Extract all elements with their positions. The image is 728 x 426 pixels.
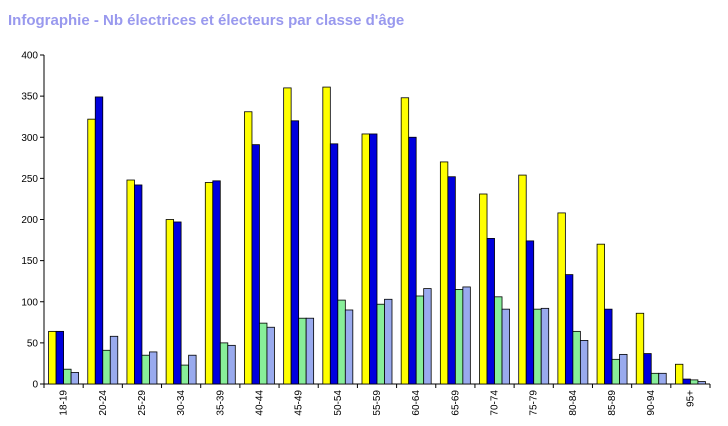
bar-35-39-series-3 (219, 342, 229, 385)
bar-95+-series-3 (690, 379, 699, 385)
x-tick-label: 85-89 (607, 390, 618, 416)
bar-65-69-series-3 (454, 289, 464, 385)
x-tick-label: 35-39 (215, 390, 226, 416)
bar-75-79-series-2 (525, 240, 535, 385)
bar-65-69-series-4 (462, 286, 471, 385)
bar-55-59-series-2 (369, 133, 378, 385)
x-tick-label: 95+ (685, 390, 696, 407)
bar-25-29-series-4 (149, 351, 158, 385)
bar-55-59-series-4 (384, 298, 393, 385)
bar-60-64-series-3 (415, 295, 425, 385)
bar-60-64-series-4 (423, 288, 432, 385)
bar-80-84-series-2 (564, 274, 574, 385)
x-tick-label: 18-19 (59, 390, 70, 416)
bar-70-74-series-2 (486, 238, 495, 385)
bar-80-84-series-1 (557, 212, 566, 385)
x-tick-label: 50-54 (333, 390, 344, 416)
y-tick-label: 350 (21, 92, 38, 103)
x-tick-label: 80-84 (568, 390, 579, 416)
bar-90-94-series-2 (643, 353, 652, 385)
bar-25-29-series-1 (126, 179, 135, 385)
x-tick-label: 65-69 (450, 390, 461, 416)
y-tick-label: 100 (21, 297, 38, 308)
bar-25-29-series-3 (141, 354, 150, 385)
bar-20-24-series-3 (102, 349, 111, 385)
bar-45-49-series-3 (298, 317, 307, 385)
bar-65-69-series-2 (447, 176, 456, 385)
bar-60-64-series-1 (400, 97, 410, 385)
x-tick-label: 70-74 (490, 390, 501, 416)
bar-90-94-series-1 (635, 312, 645, 385)
bar-30-34-series-4 (188, 354, 197, 385)
bar-85-89-series-4 (619, 353, 628, 385)
bar-35-39-series-4 (227, 344, 236, 385)
bar-30-34-series-3 (180, 364, 190, 385)
bar-55-59-series-3 (376, 303, 385, 385)
bar-35-39-series-1 (204, 182, 214, 385)
bar-45-49-series-4 (305, 317, 315, 385)
x-tick-label: 45-49 (294, 390, 305, 416)
bar-70-74-series-1 (479, 193, 488, 385)
bar-50-54-series-1 (322, 86, 331, 385)
bar-20-24-series-2 (94, 96, 104, 385)
bar-65-69-series-1 (439, 161, 449, 385)
bar-95+-series-2 (682, 378, 691, 385)
bar-95+-series-4 (697, 381, 706, 385)
y-tick-label: 50 (27, 338, 39, 349)
bar-70-74-series-3 (494, 296, 503, 385)
bar-75-79-series-3 (533, 308, 542, 385)
bar-75-79-series-1 (518, 174, 527, 385)
y-tick-label: 250 (21, 174, 38, 185)
bar-40-44-series-2 (251, 144, 260, 385)
chart-title: Infographie - Nb électrices et électeurs… (8, 12, 405, 29)
x-tick-label: 25-29 (137, 390, 148, 416)
y-tick-label: 400 (21, 51, 38, 62)
bar-75-79-series-4 (540, 307, 550, 385)
bar-30-34-series-2 (173, 221, 182, 385)
y-tick-label: 200 (21, 215, 38, 226)
bar-70-74-series-4 (501, 308, 510, 385)
y-tick-label: 300 (21, 133, 38, 144)
bar-30-34-series-1 (165, 219, 175, 385)
bar-45-49-series-1 (283, 87, 292, 385)
x-tick-label: 75-79 (529, 390, 540, 416)
bar-85-89-series-1 (596, 243, 605, 385)
bar-80-84-series-4 (579, 340, 589, 385)
bar-45-49-series-2 (290, 120, 300, 385)
bar-85-89-series-3 (611, 358, 620, 385)
bar-55-59-series-1 (361, 133, 370, 385)
bar-95+-series-1 (675, 363, 684, 385)
bar-80-84-series-3 (572, 330, 581, 385)
bar-18-19-series-4 (70, 372, 79, 385)
bar-25-29-series-2 (134, 184, 143, 385)
bar-40-44-series-1 (244, 111, 253, 385)
bar-18-19-series-2 (55, 330, 64, 385)
bar-18-19-series-3 (63, 368, 72, 385)
x-tick-label: 40-44 (254, 390, 265, 416)
bar-50-54-series-4 (344, 309, 354, 385)
y-tick-label: 0 (32, 380, 38, 391)
x-tick-label: 90-94 (646, 390, 657, 416)
bar-50-54-series-3 (337, 299, 346, 385)
y-tick-label: 150 (21, 256, 38, 267)
bar-35-39-series-2 (212, 180, 221, 385)
bar-85-89-series-2 (604, 308, 613, 385)
bar-20-24-series-1 (87, 118, 96, 385)
x-tick-label: 60-64 (411, 390, 422, 416)
bar-40-44-series-3 (259, 322, 268, 385)
bar-90-94-series-4 (658, 372, 667, 385)
bar-50-54-series-2 (329, 143, 339, 385)
x-tick-label: 30-34 (176, 390, 187, 416)
x-tick-label: 20-24 (98, 390, 109, 416)
x-tick-label: 55-59 (372, 390, 383, 416)
bar-90-94-series-3 (650, 372, 660, 385)
bar-40-44-series-4 (266, 326, 275, 385)
bar-60-64-series-2 (408, 136, 417, 385)
bar-20-24-series-4 (109, 335, 119, 385)
bar-18-19-series-1 (48, 330, 57, 385)
